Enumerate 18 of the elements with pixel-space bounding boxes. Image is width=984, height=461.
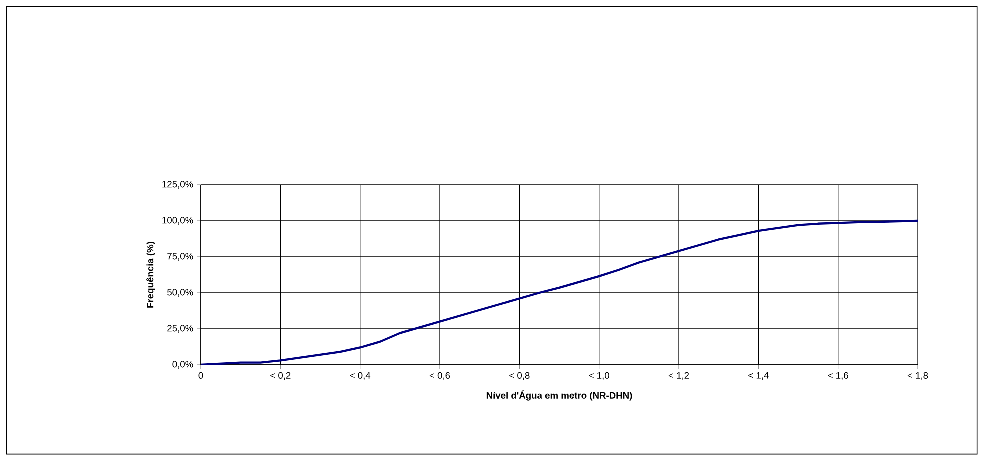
x-tick-label: 0 — [198, 372, 204, 379]
x-tick-label: < 0,6 — [430, 372, 450, 380]
x-tick-label: < 0,2 — [270, 372, 291, 380]
x-tick-label: < 1,0 — [589, 372, 610, 380]
y-tick-label: 75,0% — [168, 253, 194, 261]
x-tick-label: < 1,2 — [668, 372, 690, 380]
y-axis-title: Frequência (%) — [146, 242, 156, 308]
y-tick-label: 50,0% — [168, 289, 194, 297]
x-tick-label: < 0,8 — [510, 372, 530, 380]
x-tick-label: < 1,6 — [828, 372, 848, 380]
x-tick-label: < 0,4 — [350, 372, 371, 380]
x-tick-label: < 1,4 — [748, 372, 769, 380]
y-tick-label: 125,0% — [162, 181, 194, 189]
y-tick-label: 25,0% — [168, 325, 194, 333]
x-tick-label: < 1,8 — [908, 372, 928, 380]
x-axis-title: Nível d'Água em metro (NR-DHN) — [486, 390, 632, 401]
y-tick-label: 0,0% — [172, 361, 194, 369]
y-tick-label: 100,0% — [162, 217, 194, 225]
